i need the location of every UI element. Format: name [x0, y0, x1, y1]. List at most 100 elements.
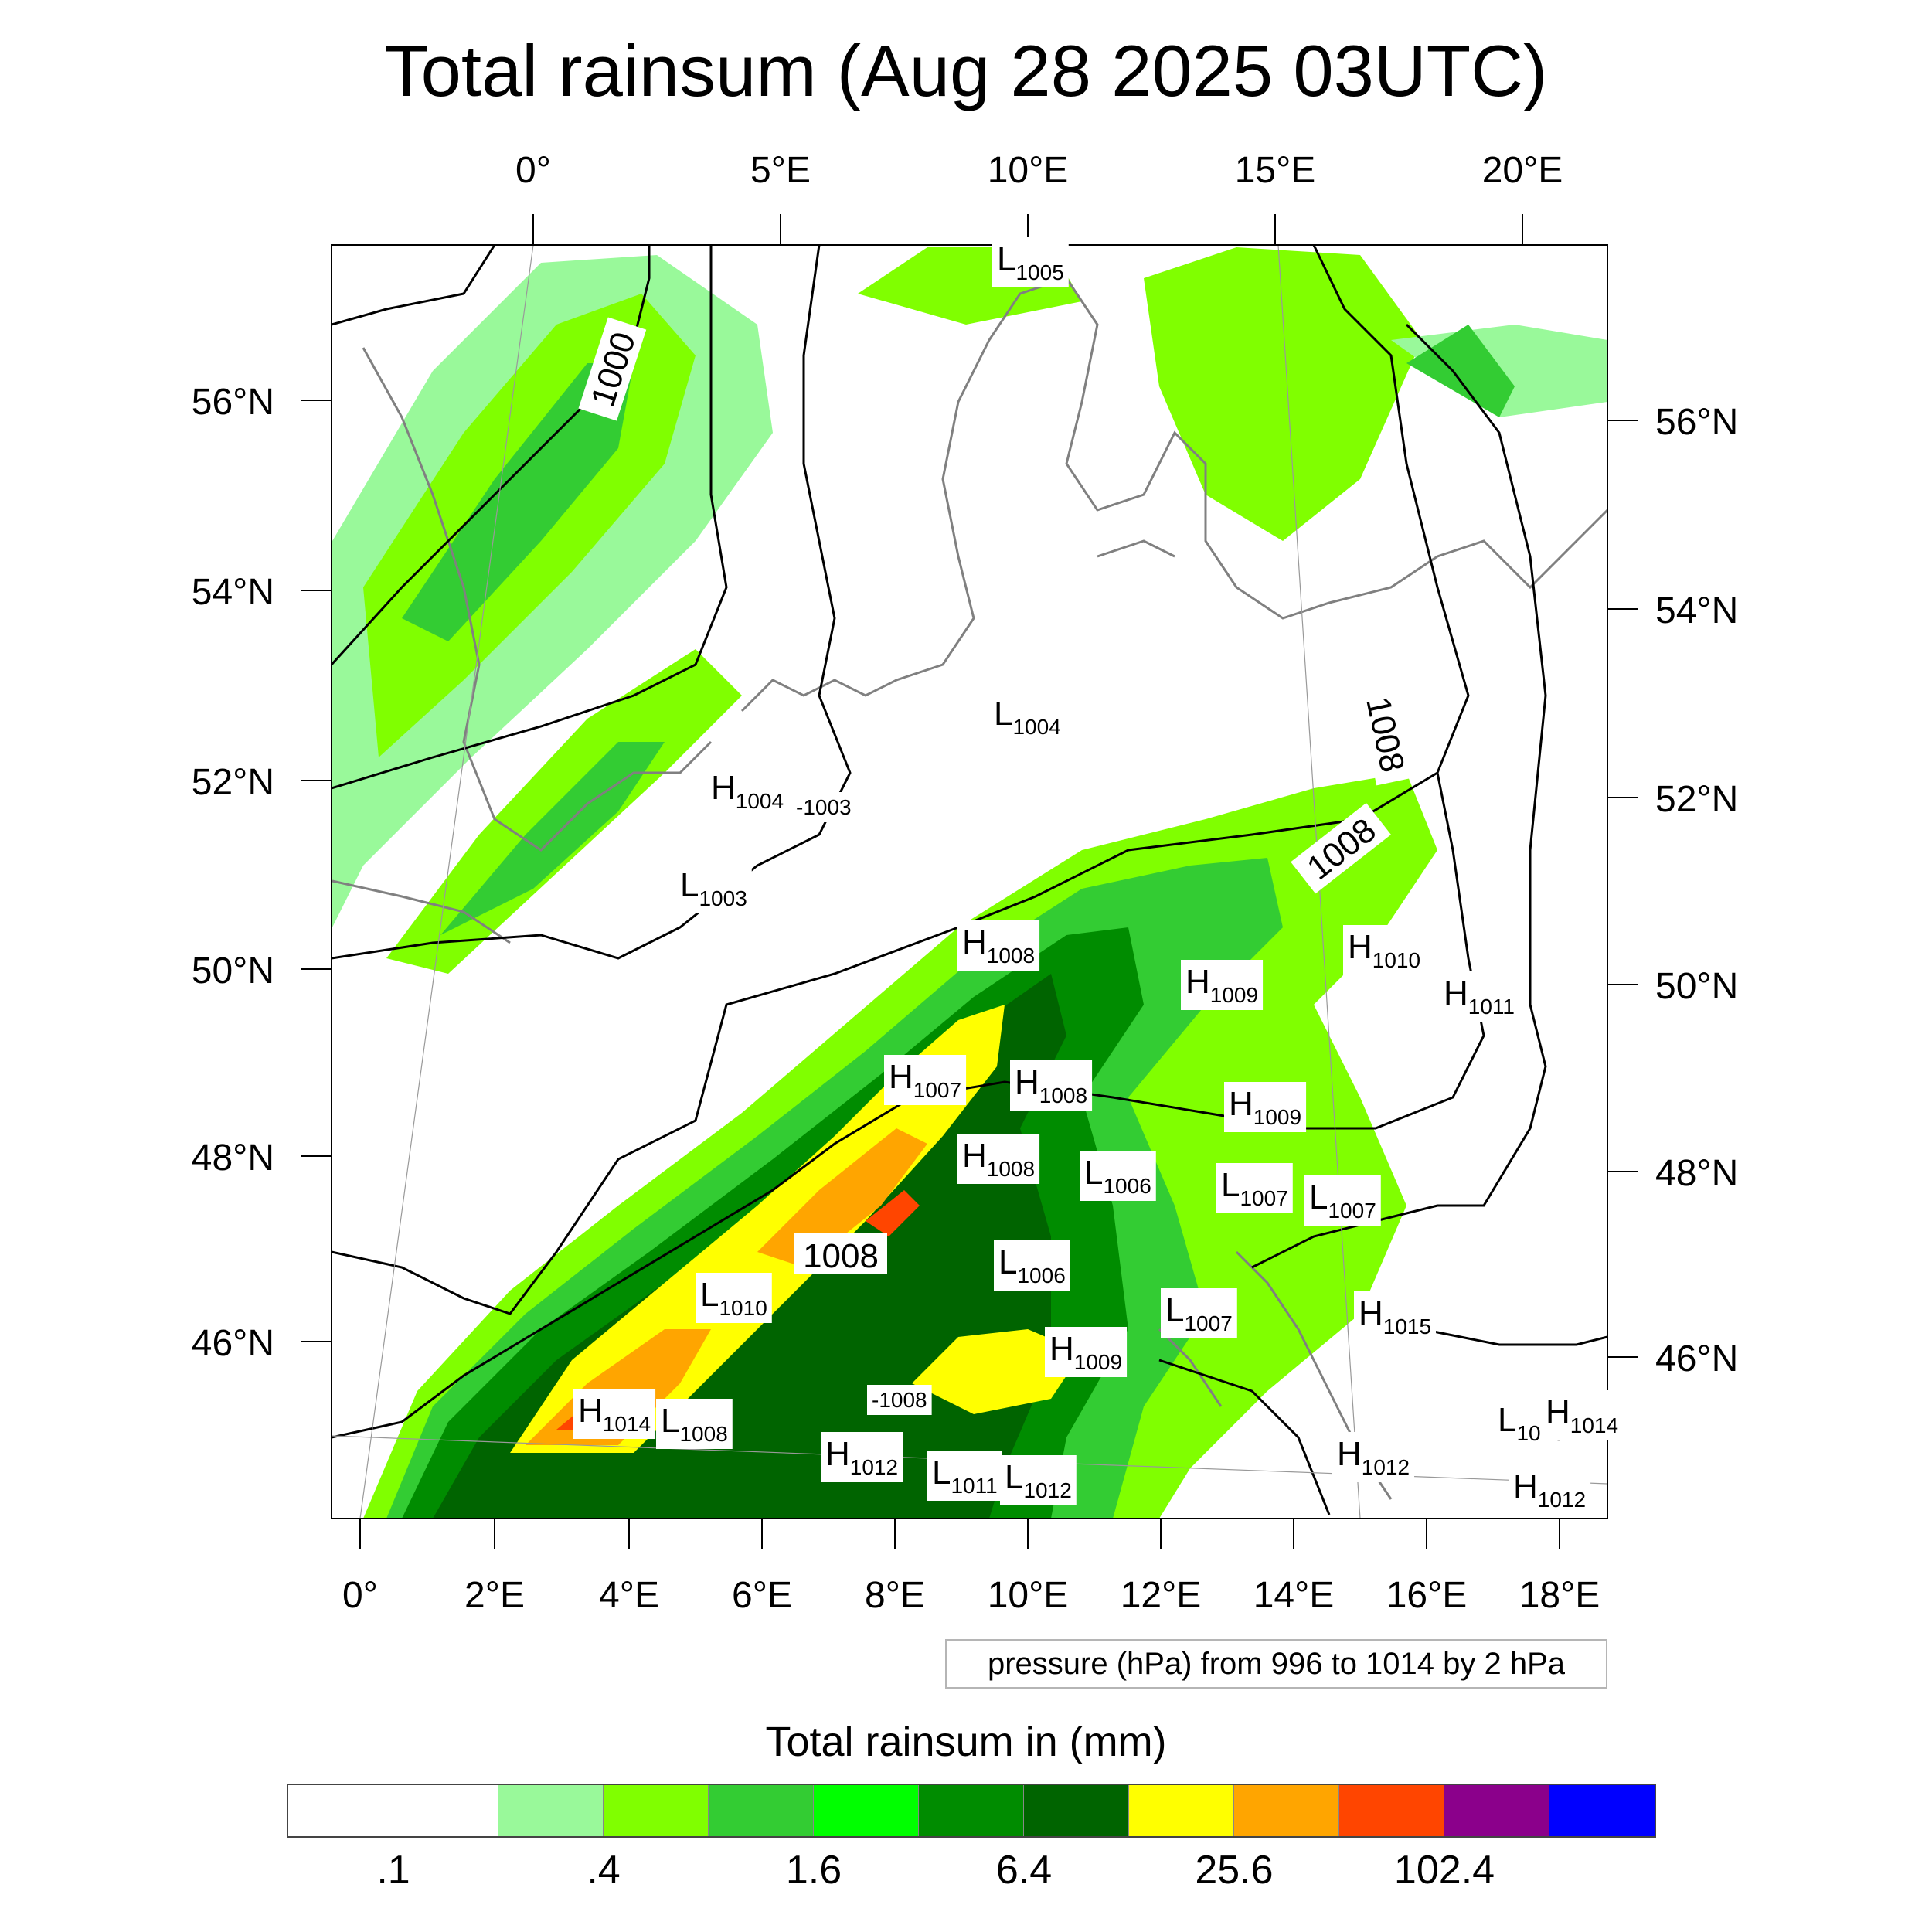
colorbar-swatch — [604, 1785, 709, 1836]
pressure-center-label: H1015 — [1354, 1291, 1437, 1342]
pressure-center-label: H1009 — [1181, 960, 1264, 1010]
colorbar-swatch — [498, 1785, 604, 1836]
isobar-998 — [332, 245, 496, 326]
svg-text:L1008: L1008 — [661, 1402, 728, 1446]
colorbar-swatch — [1024, 1785, 1129, 1836]
svg-text:H1012: H1012 — [825, 1435, 898, 1479]
svg-text:H1009: H1009 — [1049, 1330, 1122, 1374]
isobar-label: 1008 — [803, 1237, 879, 1275]
colorbar-tick-label: .1 — [376, 1848, 410, 1893]
pressure-center-label: L1006 — [1080, 1151, 1156, 1201]
pressure-center-label: H1011 — [1439, 971, 1519, 1022]
isobar-1008 — [332, 772, 1485, 1439]
svg-text:H1008: H1008 — [962, 923, 1035, 968]
right-lat-label: 50°N — [1655, 966, 1738, 1007]
right-lat-label: 46°N — [1655, 1338, 1738, 1379]
rain-core-extreme-center — [866, 1190, 920, 1236]
pressure-center-label: H1008 — [957, 1134, 1040, 1184]
coastlines — [332, 277, 1607, 1500]
pressure-center-label: H1008 — [957, 920, 1040, 971]
svg-text:L1011: L1011 — [932, 1454, 998, 1498]
pressure-center-label: L1011 — [927, 1451, 1002, 1501]
pressure-center-label: H1007 — [884, 1055, 967, 1105]
isobar-1010 — [1251, 323, 1547, 1269]
svg-text:H1007: H1007 — [889, 1058, 961, 1102]
left-lat-label: 48°N — [192, 1138, 274, 1179]
pressure-center-label: L1003 — [675, 863, 752, 913]
left-lat-label: 54°N — [192, 572, 274, 613]
svg-text:H1012: H1012 — [1513, 1468, 1586, 1512]
pressure-center-label: H1010 — [1343, 925, 1426, 975]
bottom-lon-labels: 0° 2°E 4°E 6°E 8°E 10°E 12°E 14°E 16°E 1… — [342, 1575, 1600, 1616]
pressure-center-label: H1014 — [573, 1389, 656, 1439]
isobars — [332, 245, 1607, 1515]
pressure-note: pressure (hPa) from 996 to 1014 by 2 hPa — [945, 1639, 1607, 1689]
pressure-center-label: L1010 — [696, 1273, 772, 1323]
bottom-lon-label: 2°E — [464, 1575, 525, 1616]
colorbar-tick-label: 6.4 — [995, 1848, 1053, 1893]
svg-text:L1007: L1007 — [1221, 1166, 1288, 1210]
pressure-center-label: H1004 — [706, 766, 789, 816]
svg-text:L1005: L1005 — [997, 240, 1064, 284]
rain-core-very-heavy — [526, 1329, 711, 1445]
colorbar-tick-label: 102.4 — [1393, 1848, 1495, 1893]
svg-text:H1009: H1009 — [1185, 963, 1258, 1007]
colorbar-tick-label: 1.6 — [785, 1848, 842, 1893]
svg-text:H1010: H1010 — [1348, 928, 1420, 972]
colorbar-labels: .1 .4 1.6 6.4 25.6 102.4 — [0, 1847, 1932, 1901]
pressure-center-label: L1007 — [1216, 1163, 1293, 1213]
colorbar-swatch — [709, 1785, 814, 1836]
pressure-center-label: H1009 — [1224, 1082, 1307, 1132]
svg-text:L1012: L1012 — [1005, 1458, 1072, 1502]
right-lat-labels: 56°N 54°N 52°N 50°N 48°N 46°N — [1655, 402, 1738, 1379]
pressure-center-label: -1008 — [867, 1385, 932, 1415]
svg-text:H1012: H1012 — [1337, 1435, 1410, 1479]
svg-text:-1008: -1008 — [872, 1388, 927, 1412]
svg-text:L1003: L1003 — [680, 866, 747, 910]
pressure-center-label: L1012 — [1000, 1455, 1077, 1505]
pressure-center-label: L1004 — [989, 692, 1066, 742]
pressure-center-label: H1012 — [1509, 1464, 1591, 1515]
svg-text:L1004: L1004 — [994, 695, 1061, 739]
pressure-centers: L1005 L1004 H1004 -1003 L1003 H1008 H1010 H1009… — [573, 237, 1624, 1515]
left-lat-label: 56°N — [192, 382, 274, 423]
bottom-lon-label: 14°E — [1253, 1575, 1335, 1616]
colorbar-swatch — [1549, 1785, 1655, 1836]
colorbar-swatch — [1234, 1785, 1339, 1836]
colorbar-swatch — [1129, 1785, 1234, 1836]
isobar-label: 1008 — [1359, 694, 1411, 776]
left-lat-labels: 56°N 54°N 52°N 50°N 48°N 46°N — [192, 382, 274, 1364]
colorbar-swatch — [393, 1785, 498, 1836]
rain-core-very-heavy-center — [757, 1128, 927, 1267]
top-lon-label: 0° — [515, 150, 551, 191]
right-lat-label: 56°N — [1655, 402, 1738, 443]
isobar-1014 — [1158, 1359, 1331, 1515]
bottom-lon-label: 16°E — [1386, 1575, 1468, 1616]
pressure-center-label: H1014 — [1541, 1390, 1624, 1440]
bottom-lon-label: 10°E — [988, 1575, 1069, 1616]
colorbar — [287, 1784, 1656, 1838]
right-lat-label: 54°N — [1655, 590, 1738, 631]
svg-text:H1009: H1009 — [1229, 1085, 1301, 1129]
svg-text:L1007: L1007 — [1165, 1291, 1233, 1335]
svg-text:H1014: H1014 — [1546, 1393, 1618, 1437]
right-lat-label: 48°N — [1655, 1153, 1738, 1194]
pressure-center-label: H1008 — [1010, 1060, 1093, 1111]
isobar-1012 — [1421, 1328, 1607, 1346]
left-lat-label: 52°N — [192, 762, 274, 803]
svg-text:H1004: H1004 — [711, 769, 784, 813]
pressure-center-label: L1006 — [994, 1240, 1070, 1291]
pressure-center-label: L1007 — [1161, 1288, 1237, 1338]
bottom-lon-label: 0° — [342, 1575, 378, 1616]
left-lat-label: 50°N — [192, 951, 274, 992]
colorbar-tick-label: 25.6 — [1195, 1848, 1274, 1893]
left-lat-label: 46°N — [192, 1323, 274, 1364]
colorbar-swatch — [288, 1785, 393, 1836]
isobar-1002 — [332, 245, 728, 790]
colorbar-swatch — [919, 1785, 1024, 1836]
svg-text:H1014: H1014 — [578, 1392, 651, 1436]
svg-text:L1006: L1006 — [1084, 1154, 1151, 1198]
rain-band-baltic-streak — [1406, 325, 1515, 417]
svg-text:L1006: L1006 — [998, 1243, 1066, 1287]
svg-text:-1003: -1003 — [796, 795, 852, 819]
